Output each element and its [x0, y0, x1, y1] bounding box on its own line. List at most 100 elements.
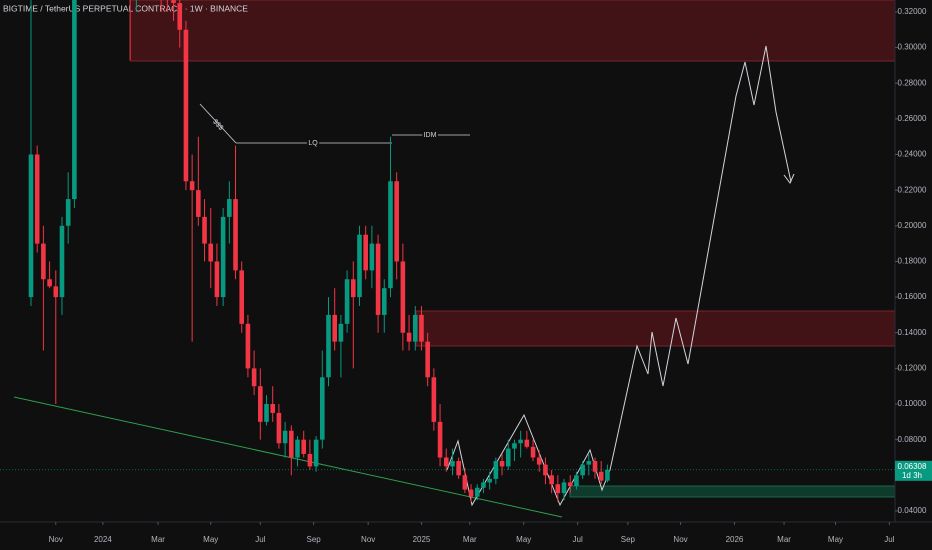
candle-body [282, 430, 288, 444]
candle-body [357, 234, 362, 298]
candle-body [425, 341, 430, 378]
x-tick-label: Mar [463, 535, 477, 544]
candle-body [375, 243, 381, 315]
candle-body [208, 243, 214, 262]
candle-body [512, 443, 517, 449]
candle-body [220, 216, 226, 298]
y-tick-label: 0.22000 [898, 185, 927, 194]
candle-body [276, 412, 282, 444]
candle-body [400, 261, 406, 333]
x-tick-label: Jul [573, 535, 583, 544]
sweep-line [199, 103, 237, 144]
candle-body [381, 288, 387, 315]
candle-body [437, 421, 443, 458]
candle-body [72, 0, 77, 200]
x-tick-label: Sep [307, 535, 322, 544]
x-tick-label: Nov [361, 535, 375, 544]
y-tick-label: 0.18000 [898, 257, 927, 266]
annotation: IDM [424, 132, 437, 139]
candle-body [313, 439, 319, 467]
candle-body [233, 199, 238, 271]
candle-body [350, 279, 356, 298]
x-tick-label: 2024 [94, 535, 112, 544]
candle-body [289, 430, 294, 458]
y-tick-label: 0.28000 [898, 78, 927, 87]
candle-body [301, 439, 307, 454]
candle-body [406, 332, 412, 342]
x-tick-label: Jul [884, 535, 894, 544]
candle-body [474, 487, 480, 497]
candle-body [481, 482, 486, 488]
candle-body [264, 404, 269, 422]
candle-body [258, 386, 263, 422]
candle-body [567, 482, 573, 486]
candle-body [189, 181, 195, 191]
candle-body [505, 448, 511, 467]
candle-body [196, 190, 201, 217]
drawings [13, 0, 895, 518]
x-tick-label: 2025 [413, 535, 431, 544]
supply-zone [415, 310, 895, 347]
candle-body [227, 199, 232, 217]
x-tick-label: May [516, 535, 531, 544]
candle-body [171, 0, 176, 4]
candle-body [28, 154, 34, 298]
candle-body [561, 482, 567, 494]
candle-body [524, 439, 530, 447]
x-tick-label: Jul [255, 535, 265, 544]
y-tick-label: 0.12000 [898, 363, 927, 372]
x-tick-label: Sep [621, 535, 636, 544]
y-tick-label: 0.10000 [898, 399, 927, 408]
candle-body [431, 377, 437, 422]
last-price-tag [895, 460, 932, 481]
candle-body [307, 453, 313, 467]
candle-body [270, 404, 276, 413]
candle-body [592, 461, 598, 472]
candle-body [543, 464, 548, 476]
x-tick-label: Nov [49, 535, 63, 544]
candle-body [332, 314, 337, 342]
candle-body [530, 446, 536, 458]
candle-body [598, 471, 604, 481]
candle-body [41, 243, 46, 280]
candle-body [555, 484, 561, 494]
x-tick-label: 2026 [726, 535, 744, 544]
candle-body [394, 181, 399, 262]
projection-path [446, 45, 792, 507]
y-tick-label: 0.04000 [898, 506, 927, 515]
x-tick-label: May [203, 535, 218, 544]
candle-body [245, 323, 251, 369]
candle-body [456, 461, 461, 476]
x-tick-label: Nov [673, 535, 687, 544]
candle-body [239, 270, 245, 324]
candle-body [177, 3, 183, 30]
candle-body [499, 461, 505, 467]
chart-title: BIGTIME / TetherUS PERPETUAL CONTRACT · … [3, 3, 248, 13]
x-tick-label: May [828, 535, 843, 544]
demand-zone [569, 485, 895, 498]
candle-body [338, 323, 344, 342]
candle-body [65, 199, 71, 226]
countdown-label: 1d 3h [902, 471, 922, 480]
candle-body [47, 279, 52, 287]
candle-body [214, 261, 220, 298]
candle-body [326, 314, 331, 378]
candle-body [344, 279, 350, 324]
candle-body [443, 457, 449, 467]
candle-body [450, 461, 455, 467]
candle-body [34, 154, 40, 244]
x-tick-label: Mar [151, 535, 165, 544]
candle-body [468, 489, 474, 497]
candle-body [536, 457, 542, 465]
y-tick-label: 0.08000 [898, 435, 927, 444]
candle-body [462, 475, 468, 490]
candle-body [369, 243, 375, 271]
candle-body [574, 475, 579, 486]
candle-body [251, 368, 257, 387]
candle-body [183, 29, 189, 182]
last-price-label: 0.06308 [898, 462, 927, 471]
candle-body [419, 314, 424, 342]
x-tick-label: Mar [777, 535, 791, 544]
candle-body [518, 439, 523, 444]
